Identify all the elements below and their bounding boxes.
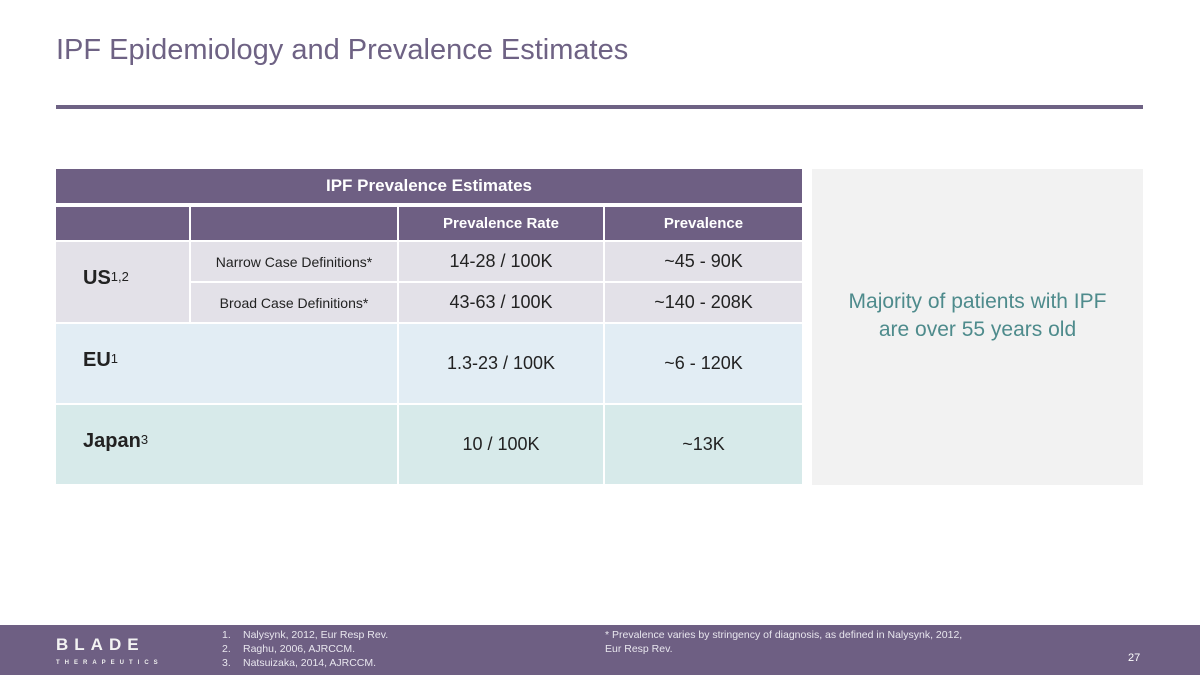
- reference-item: 2. Raghu, 2006, AJRCCM.: [222, 643, 356, 655]
- prevalence-us-narrow: ~45 - 90K: [605, 242, 802, 281]
- footnote-ref: 1,2: [110, 268, 129, 284]
- rate-eu: 1.3-23 / 100K: [399, 324, 603, 403]
- prevalence-table: IPF Prevalence Estimates Prevalence Rate…: [56, 169, 802, 484]
- footnote-line: * Prevalence varies by stringency of dia…: [605, 629, 963, 641]
- footnote: * Prevalence varies by stringency of dia…: [605, 628, 1005, 656]
- header-cell-rate: Prevalence Rate: [399, 207, 603, 240]
- footnote-ref: 1: [110, 351, 119, 366]
- page-title: IPF Epidemiology and Prevalence Estimate…: [56, 34, 629, 66]
- table-title: IPF Prevalence Estimates: [56, 169, 802, 203]
- page-number: 27: [1128, 652, 1141, 664]
- definition-broad: Broad Case Definitions*: [191, 283, 397, 322]
- region-us: US 1,2: [56, 242, 189, 322]
- title-divider: [56, 105, 1143, 109]
- definition-narrow: Narrow Case Definitions*: [191, 242, 397, 281]
- region-label: US: [83, 266, 111, 289]
- references-list: 1. Nalysynk, 2012, Eur Resp Rev. 2. Raghu,…: [222, 628, 388, 670]
- prevalence-eu: ~6 - 120K: [605, 324, 802, 403]
- company-logo: BLADE THERAPEUTICS: [56, 635, 163, 666]
- region-japan: Japan 3: [56, 405, 397, 484]
- footer-bar: BLADE THERAPEUTICS 1. Nalysynk, 2012, Eur…: [0, 625, 1200, 675]
- rate-us-broad: 43-63 / 100K: [399, 283, 603, 322]
- logo-wordmark: BLADE: [56, 635, 145, 654]
- footnote-ref: 3: [140, 432, 149, 447]
- callout-panel: Majority of patients with IPF are over 5…: [812, 169, 1143, 485]
- region-label: EU: [83, 349, 111, 371]
- prevalence-us-broad: ~140 - 208K: [605, 283, 802, 322]
- logo-subtitle: THERAPEUTICS: [56, 660, 163, 666]
- rate-japan: 10 / 100K: [399, 405, 603, 484]
- reference-item: 3. Natsuizaka, 2014, AJRCCM.: [222, 657, 377, 669]
- reference-item: 1. Nalysynk, 2012, Eur Resp Rev.: [222, 629, 389, 641]
- region-eu: EU 1: [56, 324, 397, 403]
- prevalence-japan: ~13K: [605, 405, 802, 484]
- header-cell-definition: [191, 207, 397, 240]
- footnote-line: Eur Resp Rev.: [605, 643, 673, 655]
- region-label: Japan: [83, 430, 141, 452]
- header-cell-region: [56, 207, 189, 240]
- rate-us-narrow: 14-28 / 100K: [399, 242, 603, 281]
- header-cell-prevalence: Prevalence: [605, 207, 802, 240]
- callout-text: Majority of patients with IPF are over 5…: [848, 290, 1107, 341]
